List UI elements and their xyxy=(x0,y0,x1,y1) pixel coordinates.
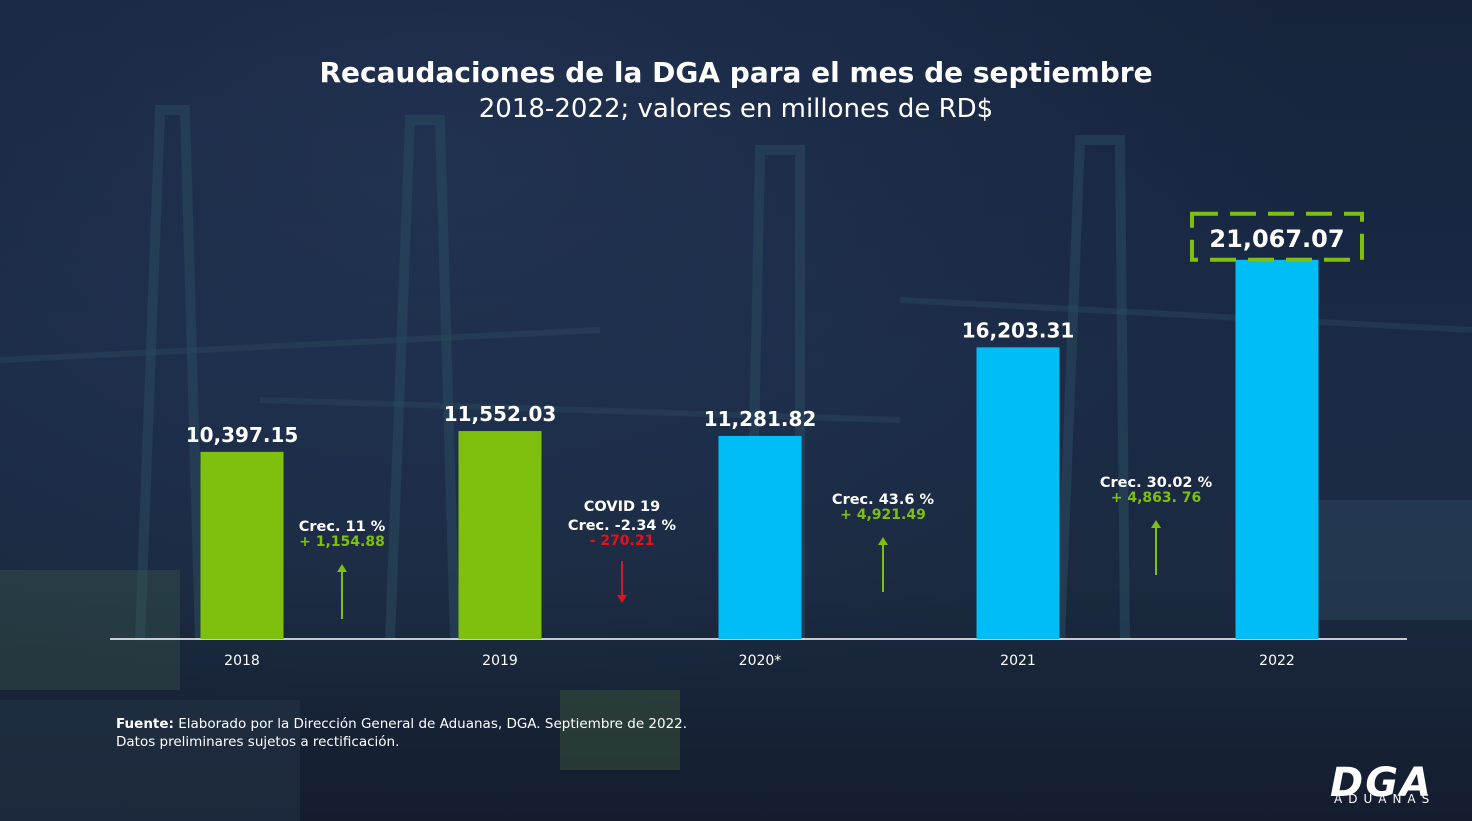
growth-label: COVID 19 xyxy=(584,499,660,515)
source-text: Elaborado por la Dirección General de Ad… xyxy=(173,716,688,732)
up-arrow-head xyxy=(1151,520,1161,528)
bar-2019 xyxy=(458,431,542,639)
highlight-box xyxy=(1190,211,1364,262)
growth-label: Crec. 11 % xyxy=(299,519,386,535)
chart-title: Recaudaciones de la DGA para el mes de s… xyxy=(319,56,1153,89)
dga-logo-text: ADUANAS xyxy=(1334,792,1436,806)
bar-2022 xyxy=(1235,259,1319,639)
growth-delta: + 1,154.88 xyxy=(299,534,385,550)
growth-delta: + 4,863. 76 xyxy=(1111,490,1202,506)
data-label: 10,397.15 xyxy=(186,423,299,447)
x-tick-label: 2019 xyxy=(482,653,518,669)
bar-2018 xyxy=(200,451,284,639)
growth-delta: - 270.21 xyxy=(590,533,655,549)
data-label: 16,203.31 xyxy=(962,318,1075,342)
x-tick-label: 2021 xyxy=(1000,653,1036,669)
growth-label: Crec. -2.34 % xyxy=(568,518,677,534)
down-arrow-head xyxy=(617,595,627,603)
source-label: Fuente: xyxy=(116,716,174,732)
x-tick-label: 2020* xyxy=(739,653,782,669)
bar-2020* xyxy=(718,435,802,639)
data-label: 11,281.82 xyxy=(704,407,817,431)
growth-label: Crec. 43.6 % xyxy=(832,492,935,508)
up-arrow-head xyxy=(337,564,347,572)
up-arrow-head xyxy=(878,537,888,545)
x-tick-label: 2018 xyxy=(224,653,260,669)
dga-logo: DGA xyxy=(1330,760,1433,806)
x-tick-label: 2022 xyxy=(1259,653,1295,669)
preliminary-note: Datos preliminares sujetos a rectificaci… xyxy=(116,734,400,750)
source-note: Fuente: Elaborado por la Dirección Gener… xyxy=(116,716,687,732)
data-label: 21,067.07 xyxy=(1209,225,1344,253)
growth-delta: + 4,921.49 xyxy=(840,507,926,523)
growth-label: Crec. 30.02 % xyxy=(1100,475,1213,491)
chart-subtitle: 2018-2022; valores en millones de RD$ xyxy=(478,94,994,124)
data-label: 11,552.03 xyxy=(444,402,557,426)
bar-2021 xyxy=(976,347,1060,639)
